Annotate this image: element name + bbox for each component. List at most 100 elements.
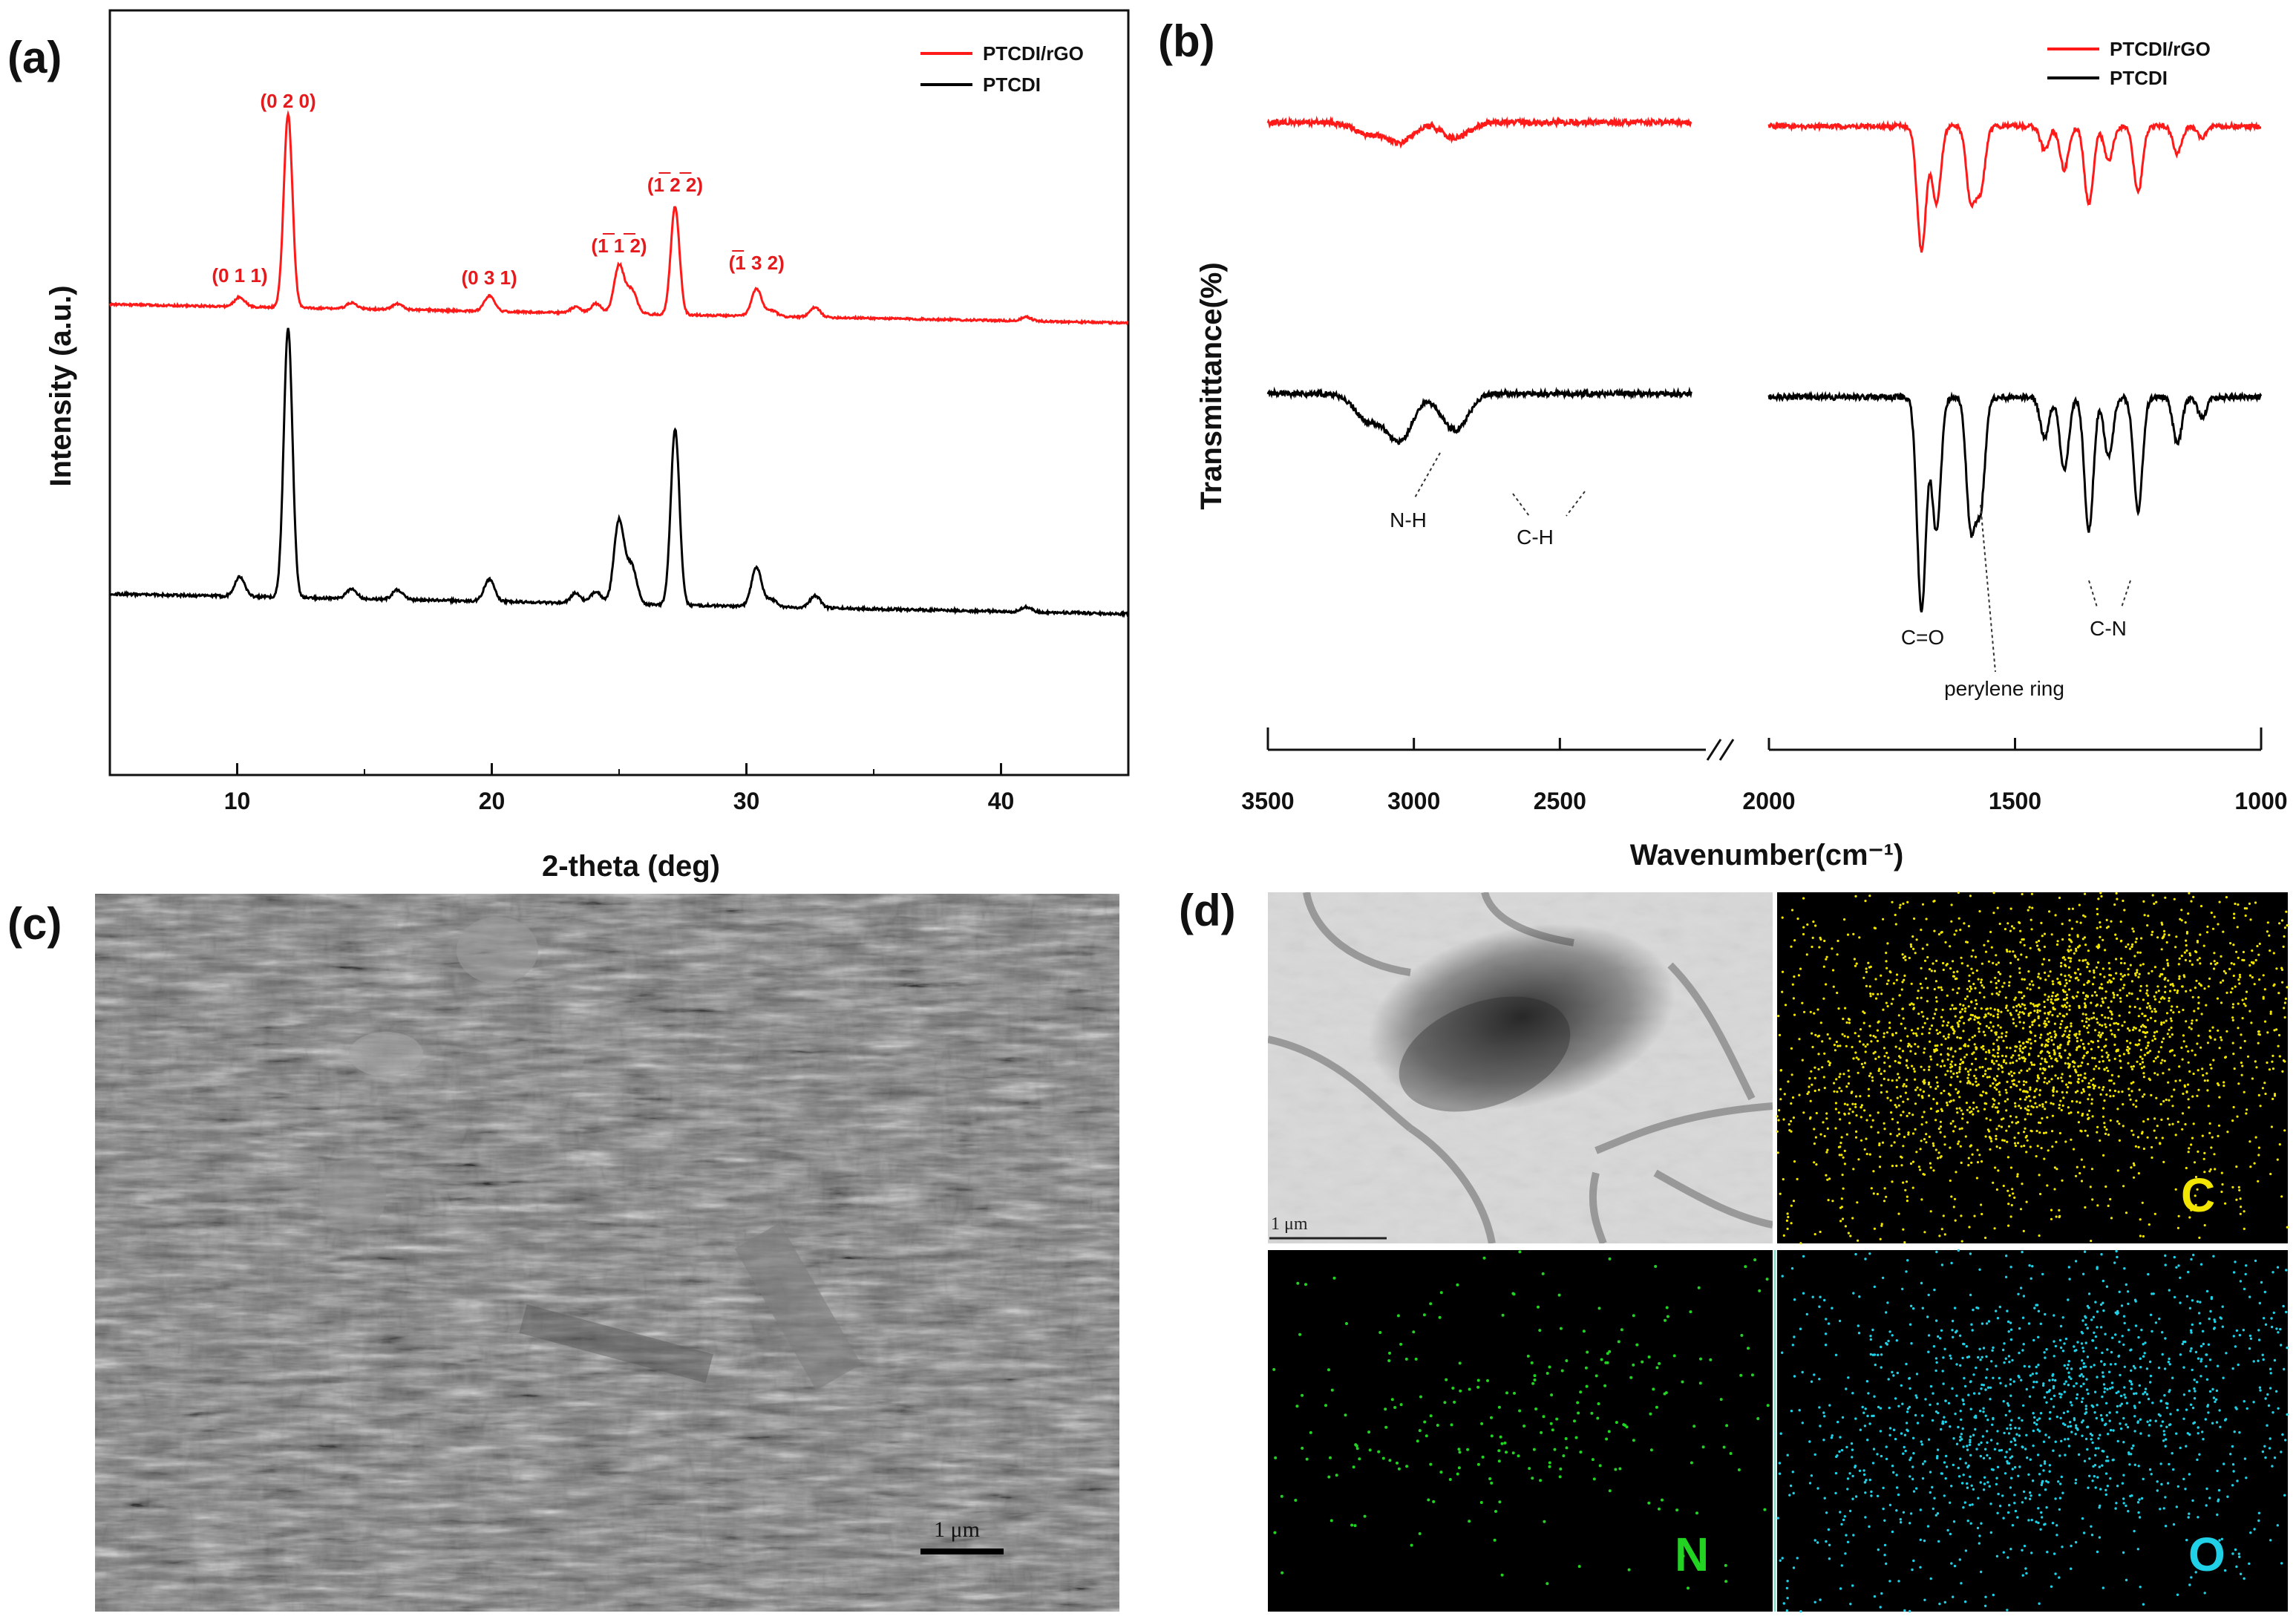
eds-dot [1986, 1368, 1989, 1371]
eds-dot [2015, 1009, 2018, 1012]
eds-dot [2167, 1081, 2170, 1084]
eds-dot [2234, 902, 2237, 906]
eds-dot [1876, 1039, 1879, 1042]
eds-dot [1894, 1104, 1897, 1107]
eds-dot [2013, 1137, 2016, 1139]
eds-dot [2201, 1330, 2205, 1333]
eds-dot [2164, 977, 2167, 980]
eds-dot [2105, 1128, 2108, 1131]
eds-dot [2068, 1065, 2071, 1067]
eds-dot [2120, 957, 2123, 960]
eds-dot [2096, 1326, 2099, 1329]
eds-dot [1950, 1060, 1953, 1063]
eds-dot [1895, 973, 1899, 976]
eds-dot [2165, 941, 2168, 944]
eds-dot [1955, 1088, 1958, 1090]
eds-dot [1972, 1051, 1975, 1054]
eds-dot [1490, 1481, 1494, 1485]
eds-dot [1954, 1063, 1957, 1067]
eds-dot [2051, 1114, 2054, 1117]
eds-dot [2193, 1379, 2196, 1381]
eds-dot [1964, 1135, 1967, 1138]
eds-dot [1548, 1461, 1551, 1465]
eds-dot [2021, 1445, 2024, 1448]
eds-dot [2114, 1311, 2117, 1315]
eds-dot [2147, 1041, 2150, 1044]
eds-dot [2102, 1586, 2104, 1589]
eds-dot [2122, 1551, 2125, 1554]
eds-dot [2175, 935, 2178, 938]
eds-dot [1309, 1430, 1312, 1434]
eds-dot [1940, 1065, 1943, 1068]
eds-dot [2254, 1259, 2257, 1263]
eds-dot [2106, 1056, 2109, 1059]
eds-dot [1851, 1217, 1854, 1220]
eds-dot [2232, 974, 2235, 978]
eds-dot [2184, 1122, 2187, 1126]
eds-dot [2180, 1046, 2183, 1049]
eds-dot [2094, 1486, 2097, 1489]
eds-dot [2005, 1109, 2008, 1112]
eds-dot [1808, 1482, 1812, 1485]
eds-dot [2032, 1063, 2035, 1066]
eds-dot [1801, 1059, 1804, 1062]
eds-dot [2013, 1439, 2017, 1442]
eds-dot [1928, 968, 1932, 971]
eds-dot [1934, 996, 1937, 999]
eds-dot [2055, 1215, 2058, 1218]
eds-dot [1782, 1602, 1785, 1605]
eds-dot [2136, 971, 2139, 974]
eds-dot [1977, 978, 1980, 981]
eds-dot [2015, 1433, 2018, 1436]
eds-dot [2082, 991, 2085, 995]
eds-dot [1912, 1490, 1916, 1493]
eds-dot [1852, 1534, 1855, 1537]
eds-dot [2249, 1165, 2252, 1168]
eds-dot [1427, 1498, 1430, 1502]
eds-dot [1984, 1414, 1987, 1417]
eds-dot [2076, 1100, 2078, 1103]
eds-dot [1997, 961, 2000, 964]
eds-dot [2012, 1082, 2015, 1085]
eds-dot [2172, 1468, 2175, 1471]
eds-dot [2113, 1057, 2116, 1060]
eds-dot [2286, 924, 2289, 927]
eds-dot [1996, 1052, 1999, 1055]
eds-dot [2069, 1425, 2073, 1428]
eds-dot [2122, 899, 2125, 903]
eds-dot [2238, 1431, 2241, 1434]
eds-dot [1304, 1283, 1307, 1286]
eds-dot [2021, 1003, 2024, 1006]
eds-dot [2210, 1067, 2213, 1070]
eds-dot [2152, 1292, 2155, 1295]
eds-dot [1932, 1098, 1935, 1101]
eds-dot [1959, 1457, 1962, 1460]
eds-dot [2185, 1445, 2188, 1448]
eds-dot [1832, 985, 1835, 988]
eds-dot [1476, 1379, 1480, 1382]
eds-dot [2139, 1007, 2142, 1010]
eds-dot [1943, 1347, 1946, 1351]
eds-dot [1958, 1140, 1960, 1143]
eds-dot [1885, 1341, 1888, 1345]
eds-dot [1692, 1425, 1696, 1428]
eds-dot [1982, 1347, 1986, 1350]
eds-dot [1992, 892, 1995, 895]
eds-dot [1927, 1438, 1931, 1441]
eds-dot [1932, 1017, 1934, 1020]
eds-dot [1870, 1494, 1873, 1497]
eds-dot [1865, 1137, 1868, 1140]
eds-dot [2003, 1139, 2006, 1142]
eds-dot [1418, 1532, 1422, 1535]
eds-dot [1978, 910, 1981, 913]
eds-dot [1947, 1092, 1950, 1095]
eds-dot [2231, 1552, 2234, 1555]
eds-dot [1923, 1047, 1926, 1050]
eds-dot [2050, 1217, 2053, 1220]
eds-dot [1990, 1139, 1993, 1142]
eds-dot [1952, 1463, 1955, 1467]
eds-dot [1925, 918, 1928, 920]
eds-dot [2099, 1023, 2102, 1026]
eds-dot [1899, 1095, 1902, 1098]
eds-dot [2013, 1196, 2016, 1199]
